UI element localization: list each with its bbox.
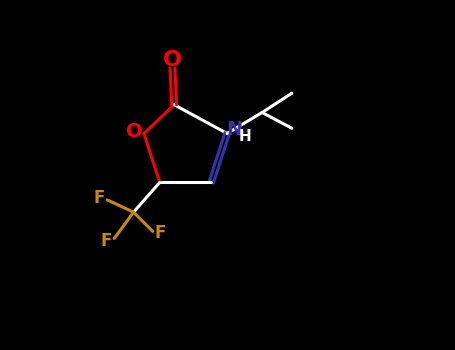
Text: F: F (155, 224, 166, 242)
Text: F: F (94, 189, 105, 207)
Text: F: F (101, 232, 112, 250)
Text: O: O (126, 122, 142, 141)
Text: N: N (227, 120, 243, 139)
Text: O: O (163, 50, 182, 70)
Text: H: H (238, 129, 251, 144)
